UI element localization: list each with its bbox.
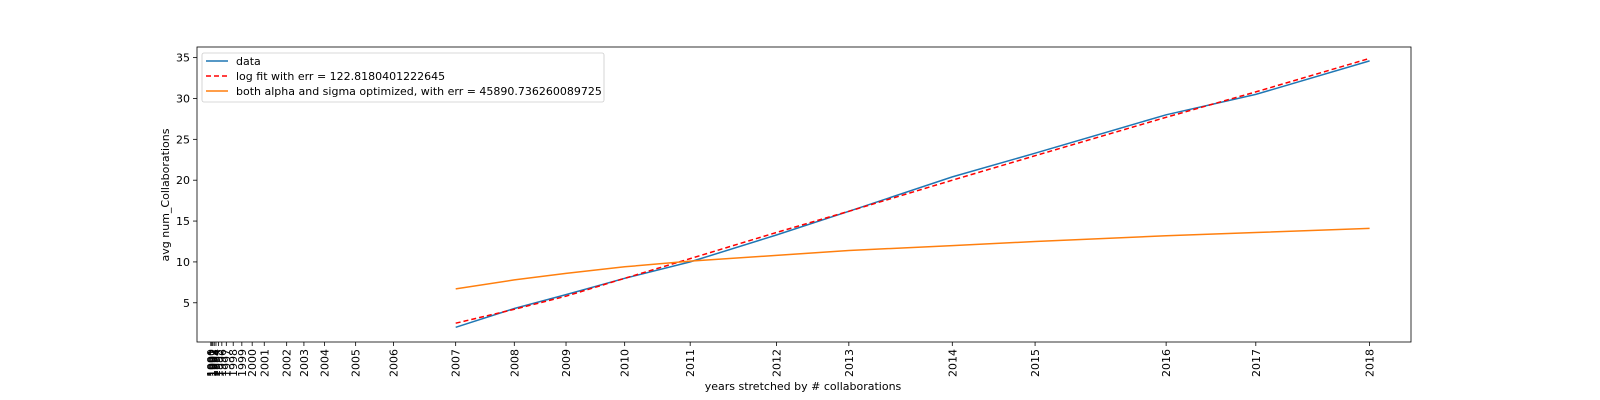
x-axis-ticks: 1990199119921993199419951996199719981999…	[205, 342, 1377, 377]
x-tick-label: 2013	[843, 349, 856, 377]
series-layer	[455, 57, 1370, 329]
axes-frame	[196, 46, 1412, 343]
x-tick-label: 2011	[684, 349, 697, 377]
y-axis-label: avg num_Collaborations	[159, 128, 172, 261]
series-line-0	[455, 60, 1370, 329]
x-tick-label: 2015	[1029, 349, 1042, 377]
x-tick-label: 2012	[770, 349, 783, 377]
x-tick-label: 2010	[619, 349, 632, 377]
y-tick-label: 5	[183, 297, 190, 310]
y-tick-label: 35	[176, 52, 190, 65]
x-tick-label: 2006	[388, 349, 401, 377]
series-line-2	[455, 227, 1370, 290]
x-tick-label: 1998	[227, 349, 240, 377]
x-tick-label: 2017	[1250, 349, 1263, 377]
x-tick-label: 1999	[236, 349, 249, 377]
y-axis-ticks: 5 10 15 20 25 30 35	[176, 52, 197, 310]
legend-label-data: data	[236, 55, 261, 68]
x-tick-label: 2018	[1364, 349, 1377, 377]
x-tick-label: 1992	[207, 349, 220, 377]
x-axis-label: years stretched by # collaborations	[705, 380, 902, 393]
y-tick-label: 20	[176, 174, 190, 187]
x-tick-label: 2014	[946, 349, 959, 377]
y-tick-label: 15	[176, 215, 190, 228]
legend-box	[201, 52, 605, 103]
x-tick-label: 1996	[216, 349, 229, 377]
x-tick-label: 2003	[298, 349, 311, 377]
legend-label-log-fit: log fit with err = 122.8180401222645	[236, 70, 445, 83]
x-tick-label: 1991	[206, 349, 219, 377]
x-tick-label: 1997	[220, 349, 233, 377]
y-tick-label: 25	[176, 133, 190, 146]
series-line-1	[455, 57, 1370, 324]
x-tick-label: 1994	[210, 349, 223, 377]
y-tick-label: 30	[176, 92, 190, 105]
x-tick-label: 1990	[205, 349, 218, 377]
x-tick-label: 2016	[1160, 349, 1173, 377]
y-tick-label: 10	[176, 256, 190, 269]
x-tick-label: 2005	[350, 349, 363, 377]
x-tick-label: 2008	[508, 349, 521, 377]
x-tick-label: 2000	[246, 349, 259, 377]
legend: data log fit with err = 122.818040122264…	[201, 52, 605, 103]
x-tick-label: 1995	[212, 349, 225, 377]
x-tick-label: 2009	[560, 349, 573, 377]
x-tick-label: 2001	[258, 349, 271, 377]
x-tick-label: 2002	[281, 349, 294, 377]
legend-label-optimized: both alpha and sigma optimized, with err…	[236, 85, 602, 98]
x-tick-label: 2004	[319, 349, 332, 377]
x-tick-label: 2007	[450, 349, 463, 377]
x-tick-label: 1993	[208, 349, 221, 377]
